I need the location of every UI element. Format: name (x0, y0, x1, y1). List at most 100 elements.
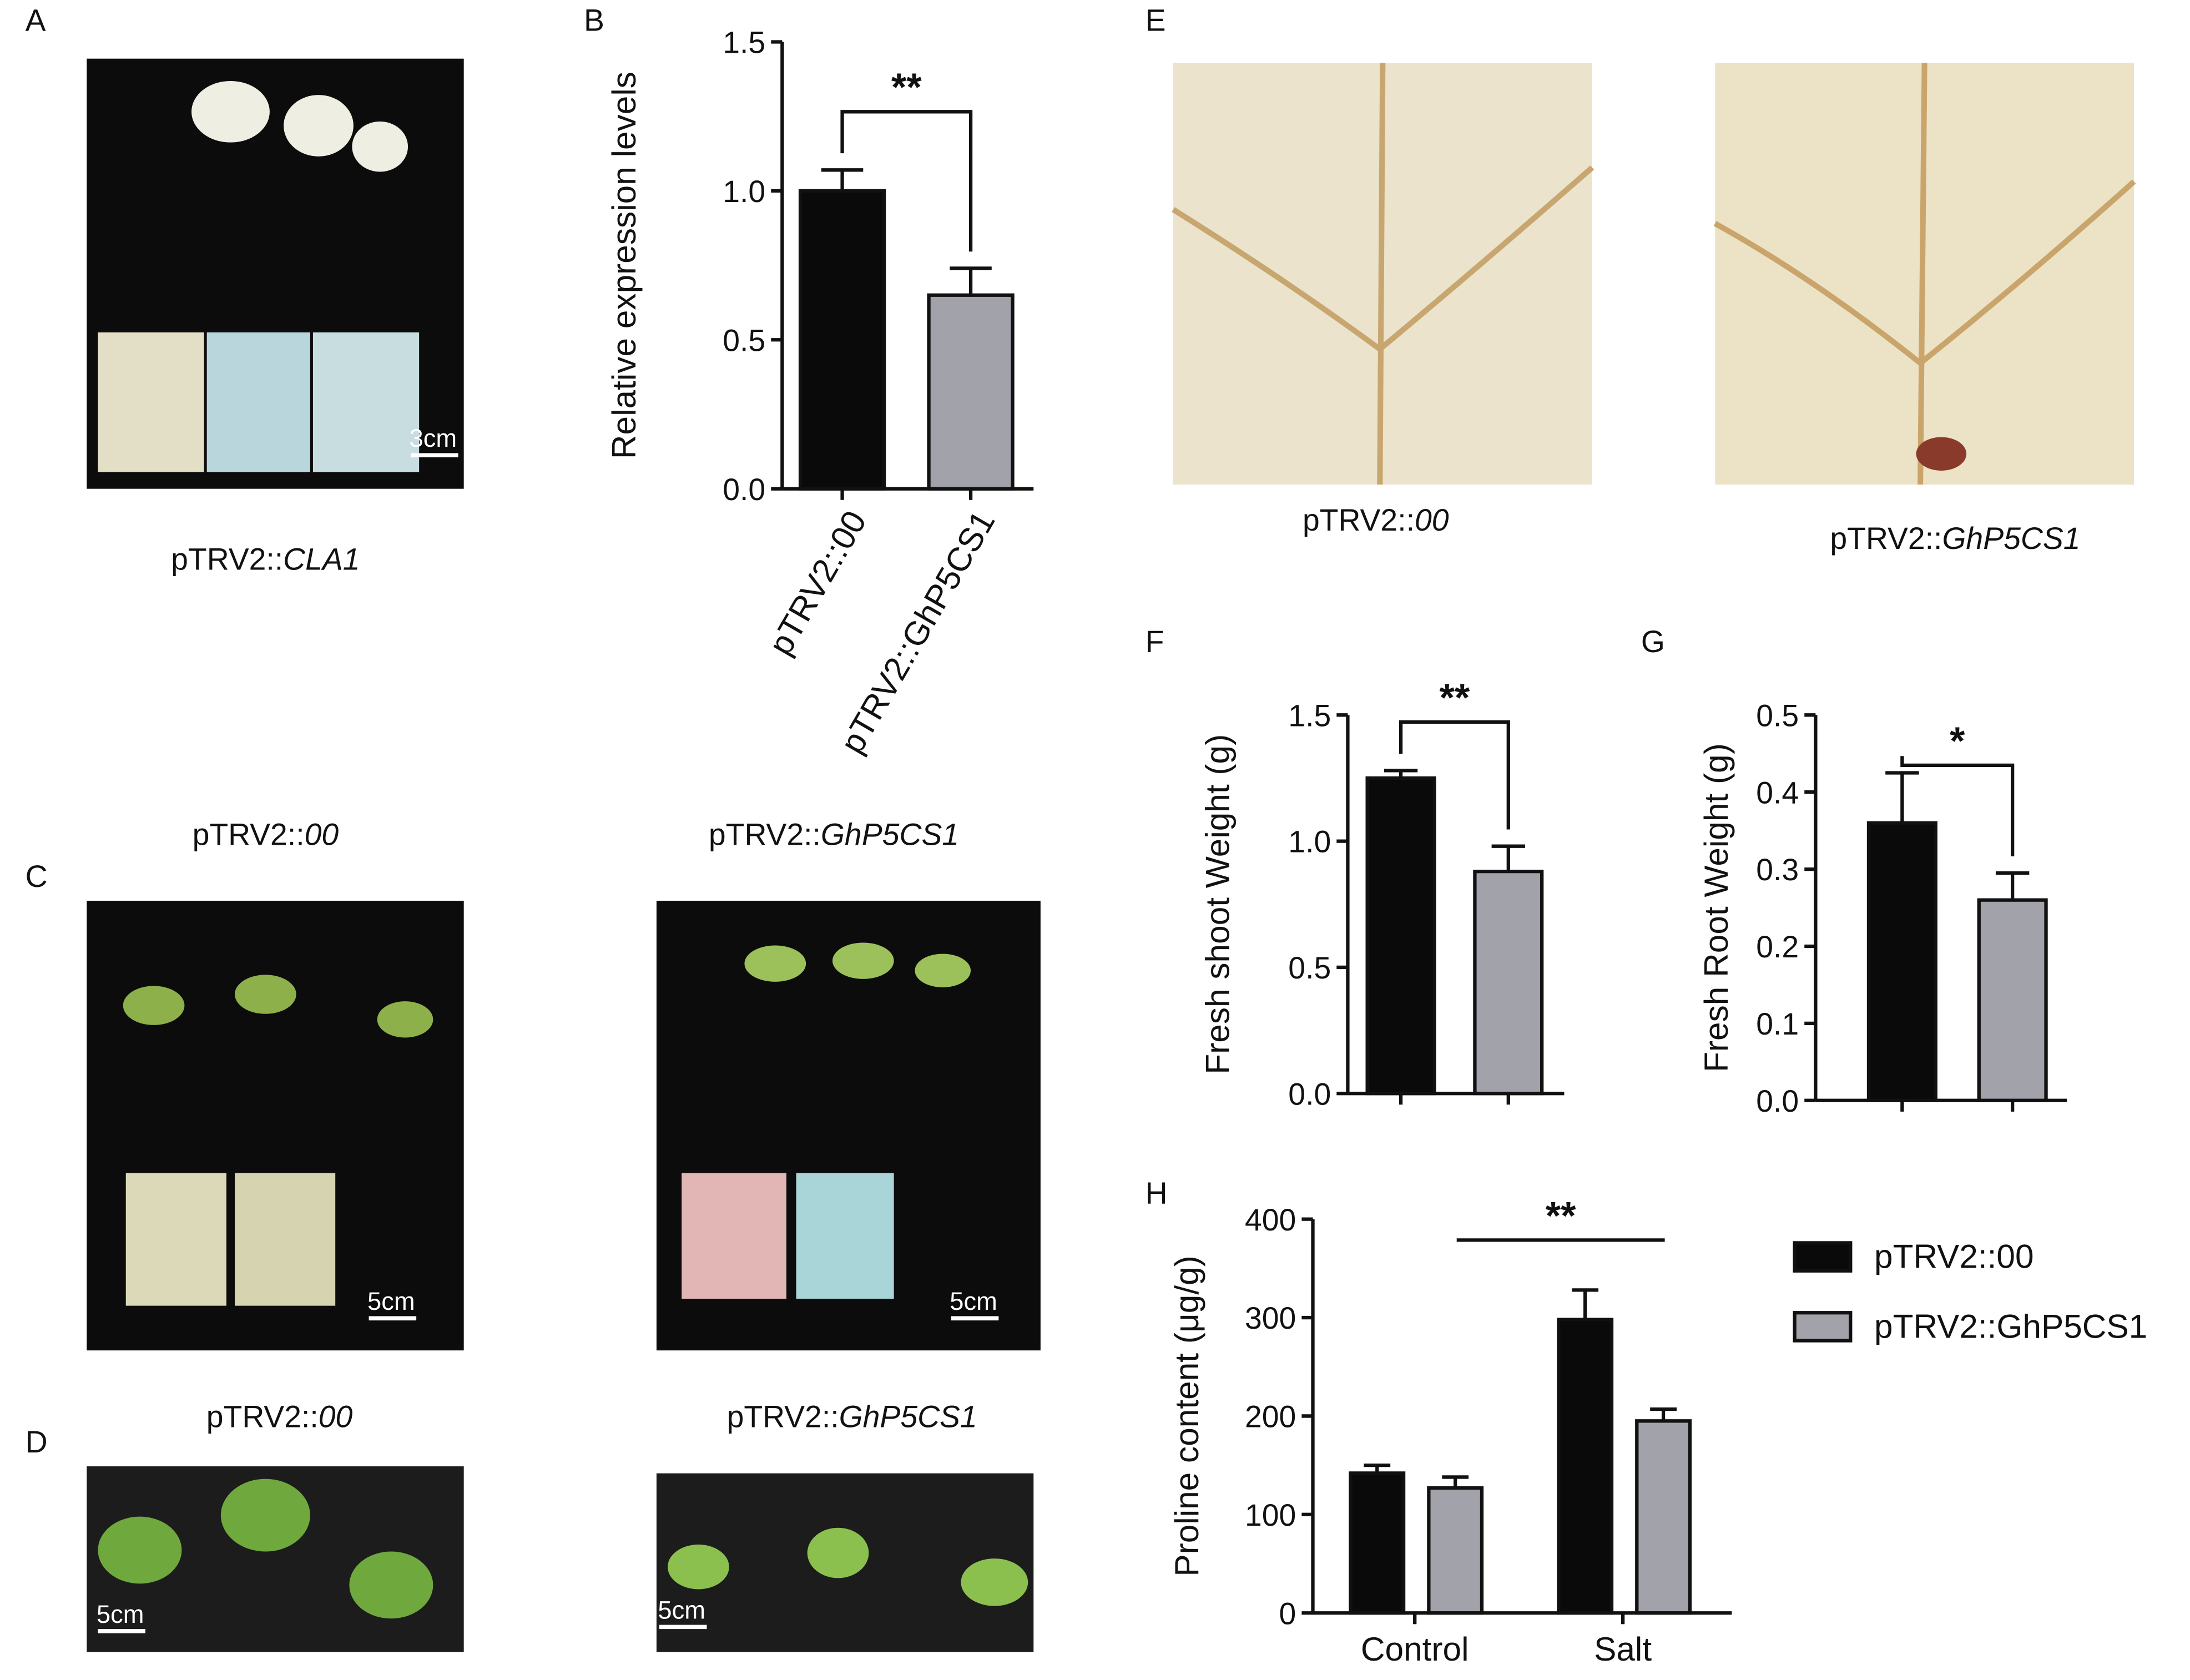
bar (1635, 1419, 1692, 1615)
sig-bracket (840, 110, 973, 252)
caption: pTRV2::00 (193, 817, 339, 851)
leaf (915, 953, 971, 987)
y-tick-label: 1.0 (723, 174, 765, 209)
pot (125, 1173, 226, 1306)
leaf (349, 1551, 433, 1619)
error-bar (1650, 1407, 1677, 1421)
bar (927, 293, 1015, 491)
y-tick-label: 0.1 (1756, 1007, 1799, 1041)
y-tick-label: 0.0 (1756, 1084, 1799, 1118)
leaf (220, 1479, 310, 1552)
y-axis-label: Proline content (μg/g) (1168, 1255, 1205, 1576)
bar (1557, 1318, 1614, 1615)
caption: pTRV2::GhP5CS1 (727, 1400, 977, 1434)
caption: pTRV2::CLA1 (171, 542, 360, 577)
caption-gene: GhP5CS1 (839, 1400, 977, 1434)
leaf (832, 942, 894, 979)
y-tick-label: 200 (1245, 1400, 1296, 1434)
leaf (668, 1544, 729, 1590)
legend-swatch (1793, 1241, 1853, 1273)
panel-label: E (1146, 3, 1166, 37)
y-tick-label: 1.0 (1288, 825, 1331, 859)
leaf (961, 1558, 1028, 1606)
error-bar (1572, 1288, 1599, 1320)
error-bar (1995, 871, 2030, 900)
sig-label: * (1950, 719, 1965, 763)
caption-prefix: pTRV2:: (1303, 503, 1415, 537)
sig-label: ** (891, 65, 922, 109)
bar (1977, 898, 2048, 1102)
caption: pTRV2::GhP5CS1 (1830, 521, 2080, 556)
caption-gene: GhP5CS1 (821, 817, 959, 851)
leaf (744, 945, 806, 982)
x-tick-label: pTRV2::00 (761, 504, 874, 662)
pot (206, 332, 310, 472)
scale-label: 5cm (97, 1600, 144, 1628)
y-tick-label: 100 (1245, 1498, 1296, 1532)
leaf (352, 121, 408, 172)
sig-label: ** (1546, 1193, 1576, 1237)
sig-bracket (1399, 720, 1510, 830)
panel-label: H (1146, 1176, 1168, 1210)
caption-prefix: pTRV2:: (1830, 521, 1942, 556)
y-tick-label: 0.0 (1288, 1077, 1331, 1111)
caption-gene: 00 (1415, 503, 1449, 537)
panel-label: A (26, 3, 46, 37)
pot (682, 1173, 786, 1299)
y-tick-label: 0 (1279, 1596, 1296, 1631)
y-axis-label: Relative expression levels (605, 72, 643, 459)
y-tick-label: 0.5 (723, 323, 765, 357)
y-axis-label: Fresh shoot Weight (g) (1199, 734, 1237, 1074)
pot (98, 332, 204, 472)
error-bar (1885, 771, 1919, 823)
caption-gene: CLA1 (283, 542, 360, 577)
error-bar (1491, 844, 1525, 872)
leaf (123, 986, 185, 1025)
caption-prefix: pTRV2:: (171, 542, 283, 577)
leaf (807, 1527, 869, 1578)
bar (1866, 821, 1937, 1102)
y-tick-label: 0.5 (1288, 951, 1331, 985)
error-bar (821, 168, 864, 191)
pot (235, 1173, 336, 1306)
caption-gene: 00 (319, 1400, 353, 1434)
vein (1172, 63, 1594, 485)
caption-prefix: pTRV2:: (709, 817, 821, 851)
y-tick-label: 0.4 (1756, 775, 1799, 810)
pot (312, 332, 420, 472)
petiole (1916, 437, 1967, 471)
caption: pTRV2::00 (206, 1400, 353, 1434)
panel-label: F (1146, 624, 1164, 659)
y-tick-label: 0.2 (1756, 930, 1799, 964)
legend-label: pTRV2::GhP5CS1 (1874, 1308, 2147, 1345)
bar (1473, 870, 1544, 1096)
panel-label: D (26, 1425, 48, 1459)
legend-label: pTRV2::00 (1874, 1238, 2034, 1275)
pot (796, 1173, 894, 1299)
y-tick-label: 1.5 (1288, 698, 1331, 733)
x-tick-label: Control (1361, 1630, 1469, 1668)
leaf (284, 95, 354, 157)
bar (1365, 776, 1436, 1096)
caption: pTRV2::GhP5CS1 (709, 817, 959, 851)
photos (87, 58, 2136, 1652)
leaf (377, 1001, 433, 1038)
scale-label: 5cm (950, 1287, 997, 1315)
y-tick-label: 300 (1245, 1301, 1296, 1335)
panel-label: G (1641, 624, 1665, 659)
y-axis-label: Fresh Root Weight (g) (1697, 743, 1735, 1072)
leaf (98, 1516, 182, 1584)
bar (1427, 1486, 1484, 1615)
error-bar (950, 266, 992, 295)
x-tick-label: Salt (1594, 1630, 1652, 1668)
sig-label: ** (1440, 675, 1470, 719)
bar (798, 189, 886, 491)
y-tick-label: 0.3 (1756, 852, 1799, 887)
panel-label: C (26, 859, 48, 894)
vein (1713, 63, 2136, 485)
sig-bracket (1900, 756, 2015, 856)
bar (1349, 1471, 1406, 1615)
panel-label: B (584, 3, 604, 37)
caption-prefix: pTRV2:: (206, 1400, 319, 1434)
